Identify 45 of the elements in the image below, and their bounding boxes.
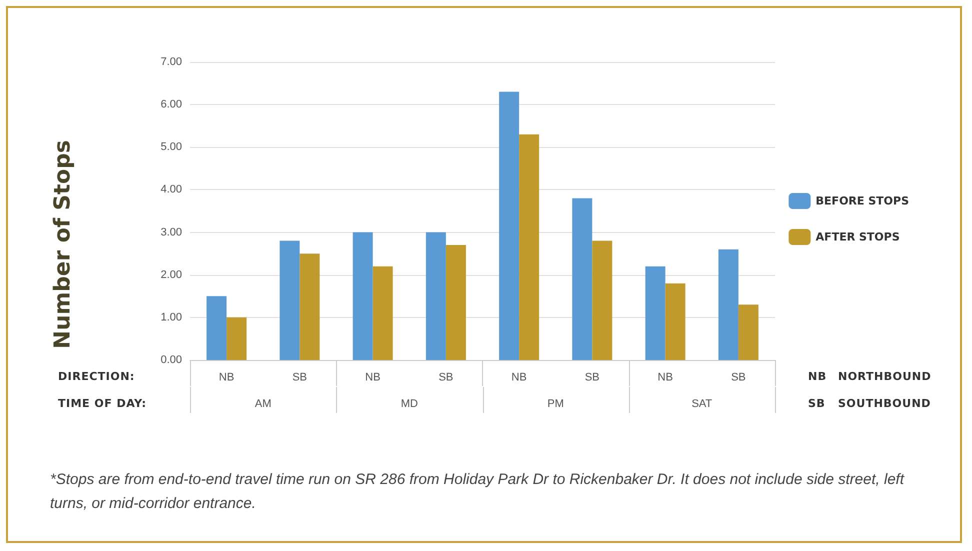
y-tick-label: 5.00 [160, 141, 182, 154]
text: SB [808, 397, 826, 410]
text: MD [400, 398, 419, 410]
y-tick-label: 7.00 [160, 56, 182, 68]
text: SAT [690, 398, 714, 410]
text: DIRECTION: [58, 370, 135, 383]
bar [519, 134, 540, 360]
x-tick-label: NB [365, 372, 380, 384]
y-axis-title: Number of Stops [50, 140, 76, 349]
bar [738, 304, 758, 360]
text: NORTHBOUND [838, 370, 932, 383]
bar [206, 296, 227, 360]
bar [446, 245, 466, 360]
x-tick-label: SB [731, 372, 746, 384]
y-tick-label: 6.00 [160, 98, 182, 111]
bar [426, 232, 446, 360]
bar [645, 266, 666, 360]
x-tick-label: NB [511, 372, 527, 384]
legend-label: BEFORE STOPS [816, 194, 910, 208]
y-tick-label: 0.00 [160, 354, 182, 366]
legend-label: AFTER STOPS [816, 230, 900, 244]
text: AM [254, 398, 272, 410]
text: *Stops are from end-to-end travel time run on SR 286 from Holiday Park Dr to Rickenbaker Dr. It does not include side street, left turns, or mid-corridor entrance. [50, 470, 906, 514]
x-tick-label: SB [438, 372, 454, 384]
x-tick-label: SB [292, 372, 308, 384]
y-tick-label: 1.00 [160, 311, 182, 324]
text: SOUTHBOUND [838, 397, 931, 410]
y-tick-label: 3.00 [160, 226, 182, 238]
bar [572, 198, 592, 360]
x-tick-label: NB [658, 372, 673, 384]
bar [499, 92, 520, 360]
bar [372, 266, 393, 360]
bar [280, 240, 300, 360]
bar [592, 240, 612, 360]
y-tick-label: 2.00 [160, 268, 182, 281]
bar [300, 254, 320, 360]
text: PM [546, 398, 565, 410]
bar [352, 232, 373, 360]
text: TIME OF DAY: [58, 397, 147, 410]
bar [718, 249, 738, 360]
x-tick-label: NB [218, 372, 234, 384]
x-tick-label: SB [584, 372, 600, 384]
y-tick-label: 4.00 [160, 184, 182, 196]
bar [665, 283, 686, 360]
bar [226, 317, 247, 360]
